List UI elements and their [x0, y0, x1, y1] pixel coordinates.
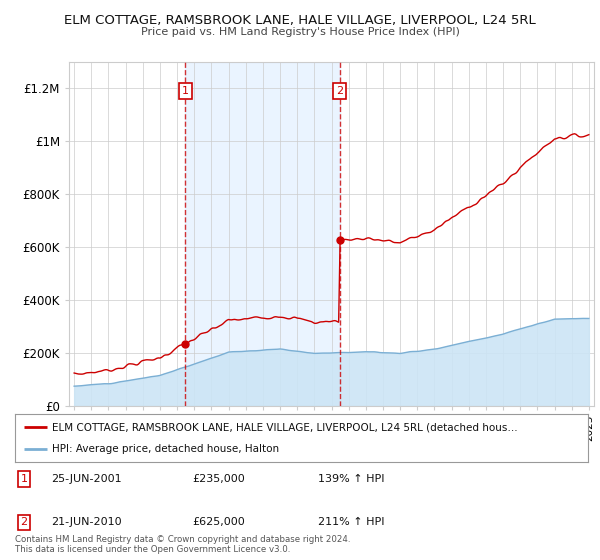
Text: 25-JUN-2001: 25-JUN-2001 — [51, 474, 122, 484]
Text: Price paid vs. HM Land Registry's House Price Index (HPI): Price paid vs. HM Land Registry's House … — [140, 27, 460, 37]
Bar — [185, 62, 340, 406]
Text: ELM COTTAGE, RAMSBROOK LANE, HALE VILLAGE, LIVERPOOL, L24 5RL: ELM COTTAGE, RAMSBROOK LANE, HALE VILLAG… — [64, 14, 536, 27]
Text: ELM COTTAGE, RAMSBROOK LANE, HALE VILLAGE, LIVERPOOL, L24 5RL (detached hous…: ELM COTTAGE, RAMSBROOK LANE, HALE VILLAG… — [52, 422, 518, 432]
Text: 1: 1 — [20, 474, 28, 484]
Text: £235,000: £235,000 — [192, 474, 245, 484]
Text: 211% ↑ HPI: 211% ↑ HPI — [318, 517, 385, 528]
Text: 1: 1 — [182, 86, 189, 96]
Text: HPI: Average price, detached house, Halton: HPI: Average price, detached house, Halt… — [52, 444, 280, 454]
Text: 2: 2 — [336, 86, 343, 96]
Text: Contains HM Land Registry data © Crown copyright and database right 2024.
This d: Contains HM Land Registry data © Crown c… — [15, 535, 350, 554]
Text: 2: 2 — [20, 517, 28, 528]
Text: £625,000: £625,000 — [192, 517, 245, 528]
Text: 21-JUN-2010: 21-JUN-2010 — [51, 517, 122, 528]
Text: 139% ↑ HPI: 139% ↑ HPI — [318, 474, 385, 484]
